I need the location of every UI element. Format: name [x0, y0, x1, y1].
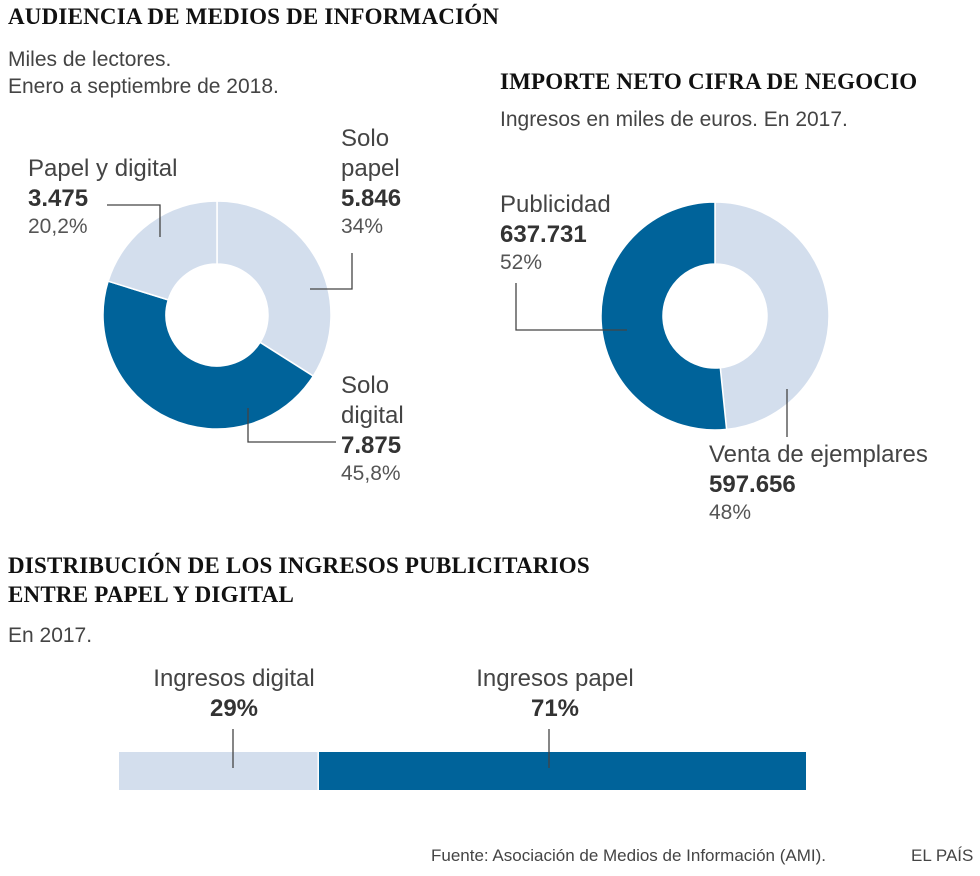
slice-publicidad: [600, 201, 728, 431]
label-name: Papel y digital: [28, 155, 178, 182]
label-solo-papel: Solo papel 5.846 34%: [341, 124, 401, 240]
leader-lines: [107, 204, 788, 768]
label-solo-digital: Solo digital 7.875 45,8%: [341, 371, 404, 487]
label-name-1: Solo: [341, 125, 390, 152]
label-name: Ingresos digital: [153, 665, 315, 692]
slice-venta-de-ejemplares: [714, 201, 830, 431]
brand-logo-text: EL PAÍS: [911, 846, 974, 865]
subtitle-distribucion: En 2017.: [8, 624, 93, 647]
leader-papel-y-digital: [107, 204, 161, 237]
label-name: Venta de ejemplares: [709, 441, 928, 468]
label-venta-de-ejemplares: Venta de ejemplares 597.656 48%: [709, 440, 928, 526]
label-value: 5.846: [341, 185, 402, 212]
label-ingresos-digital: Ingresos digital 29%: [144, 664, 324, 724]
label-value: 637.731: [500, 221, 587, 248]
leader-publicidad: [515, 283, 627, 331]
label-percent: 45,8%: [341, 462, 401, 485]
slice-papel-y-digital: [107, 200, 218, 301]
label-publicidad: Publicidad 637.731 52%: [500, 190, 611, 276]
bar-segment-ingresos-papel: [318, 752, 806, 790]
chart-title-importe: IMPORTE NETO CIFRA DE NEGOCIO: [500, 69, 918, 94]
bar-segment-ingresos-digital: [119, 752, 319, 790]
label-name-2: papel: [341, 155, 400, 182]
label-value: 597.656: [709, 471, 796, 498]
subtitle-line-2: Enero a septiembre de 2018.: [8, 75, 279, 99]
subtitle-line-1: Miles de lectores.: [8, 48, 172, 71]
slice-solo-papel: [216, 200, 332, 378]
label-percent: 29%: [209, 695, 259, 722]
subtitle-importe: Ingresos en miles de euros. En 2017.: [500, 108, 848, 131]
leader-solo-digital: [247, 408, 336, 443]
label-papel-y-digital: Papel y digital 3.475 20,2%: [28, 154, 177, 240]
label-name-2: digital: [341, 402, 404, 429]
label-value: 3.475: [28, 185, 89, 212]
chart-title-distribucion: DISTRIBUCIÓN DE LOS INGRESOS PUBLICITARI…: [8, 552, 590, 610]
bar-distribucion: [119, 752, 806, 790]
label-name: Publicidad: [500, 191, 611, 218]
donut-importe: [600, 201, 830, 431]
source-note: Fuente: Asociación de Medios de Informac…: [431, 846, 826, 865]
title-line-1: DISTRIBUCIÓN DE LOS INGRESOS PUBLICITARI…: [8, 553, 590, 578]
label-percent: 52%: [500, 251, 543, 274]
label-percent: 48%: [709, 501, 752, 524]
label-ingresos-papel: Ingresos papel 71%: [460, 664, 650, 724]
slice-solo-digital: [102, 280, 315, 430]
chart-title-audiencia: AUDIENCIA DE MEDIOS DE INFORMACIÓN: [8, 4, 500, 29]
label-percent: 71%: [530, 695, 580, 722]
label-value: 7.875: [341, 432, 402, 459]
label-name: Ingresos papel: [476, 665, 634, 692]
leader-solo-papel: [310, 253, 353, 290]
label-name-1: Solo: [341, 372, 390, 399]
subtitle-audiencia: Miles de lectores. Enero a septiembre de…: [8, 46, 279, 101]
title-line-2: ENTRE PAPEL Y DIGITAL: [8, 581, 294, 607]
label-percent: 20,2%: [28, 215, 88, 238]
donut-audiencia: [102, 200, 332, 430]
label-percent: 34%: [341, 215, 384, 238]
